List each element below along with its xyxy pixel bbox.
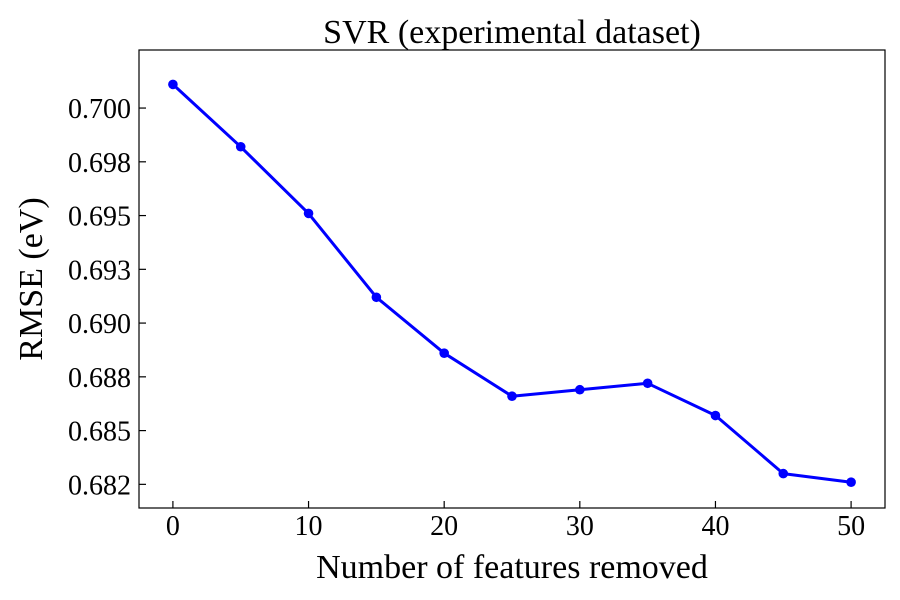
y-tick-label: 0.698 [68, 148, 131, 179]
y-tick-label: 0.695 [68, 202, 131, 233]
y-tick-label: 0.682 [68, 470, 131, 501]
plot-area [138, 49, 886, 509]
data-point [575, 384, 585, 395]
data-point [168, 79, 178, 90]
data-point [778, 468, 789, 479]
data-point [642, 378, 653, 389]
y-tick-label: 0.688 [68, 363, 131, 394]
x-tick-label: 40 [701, 511, 729, 542]
x-tick-label: 30 [566, 511, 594, 542]
y-axis: 0.682 0.685 0.688 0.690 0.693 0.695 0.698 0.700 [68, 94, 146, 501]
x-tick-label: 10 [295, 511, 323, 542]
data-point [371, 292, 382, 303]
x-tick-label: 20 [430, 511, 458, 542]
data-point [846, 477, 856, 487]
y-tick-label: 0.700 [68, 94, 131, 125]
chart-title: SVR (experimental dataset) [323, 14, 701, 51]
data-point [235, 141, 246, 152]
y-axis-label: RMSE (eV) [13, 197, 50, 360]
x-axis: 0 10 20 30 40 50 [166, 501, 865, 542]
x-tick-label: 50 [837, 511, 865, 542]
data-point [303, 208, 314, 219]
series-layer [168, 79, 856, 487]
series-line [171, 83, 852, 484]
x-tick-label: 0 [166, 511, 180, 542]
data-point [439, 348, 449, 358]
data-point [507, 391, 517, 401]
y-tick-label: 0.693 [68, 255, 131, 286]
y-tick-label: 0.690 [68, 309, 131, 340]
x-axis-label: Number of features removed [316, 549, 708, 586]
y-tick-label: 0.685 [68, 417, 131, 448]
data-point [710, 410, 721, 421]
